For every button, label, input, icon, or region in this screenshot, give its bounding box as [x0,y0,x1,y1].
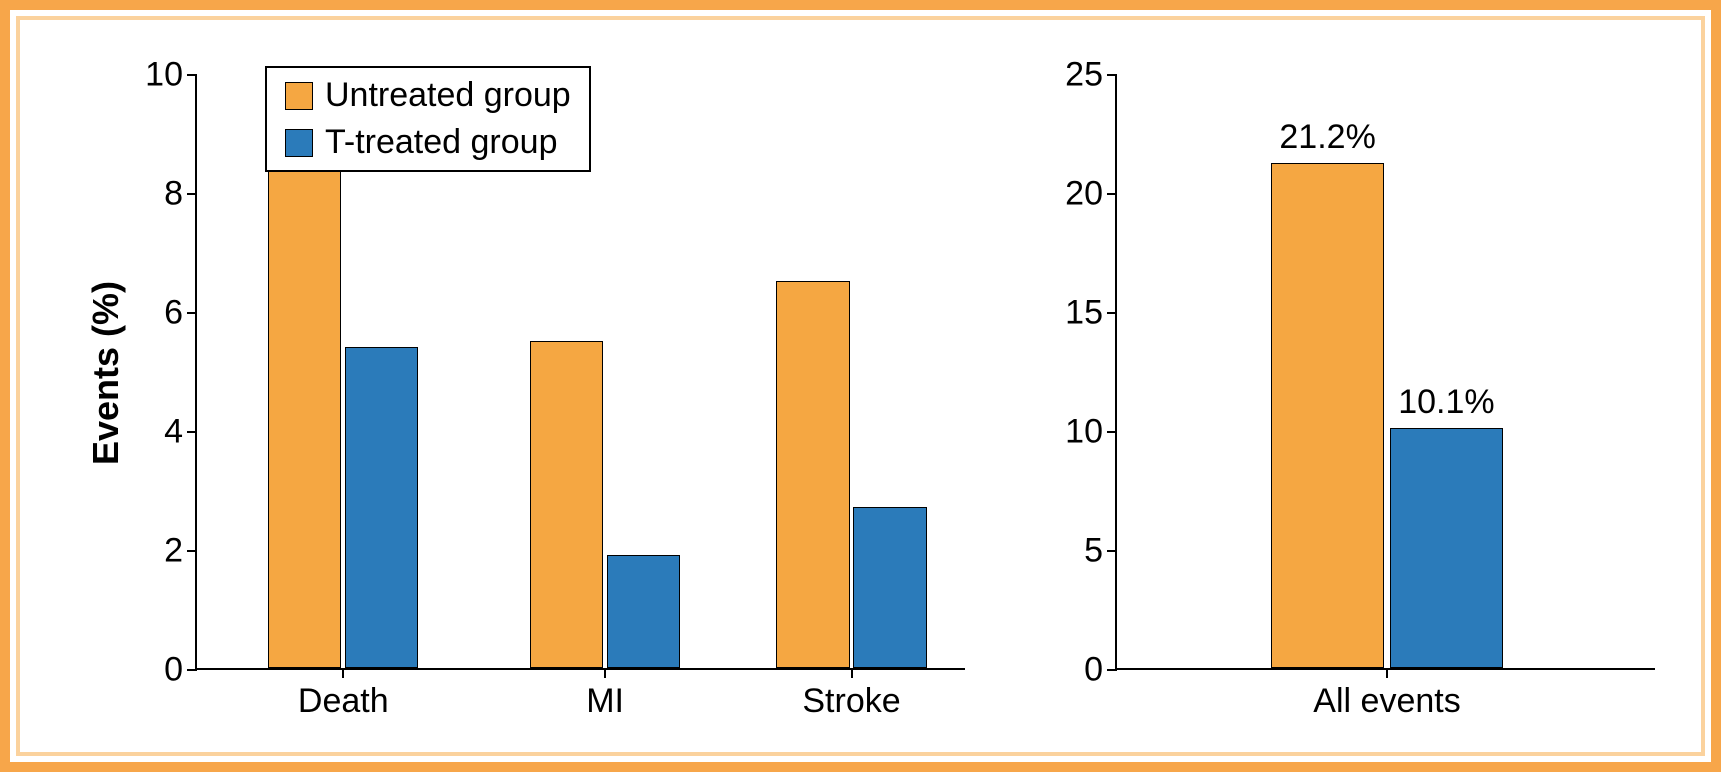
y-tick-label: 20 [1065,175,1117,214]
bar-value-label: 21.2% [1279,118,1375,157]
bar-treated [345,347,418,668]
legend-label: Untreated group [325,76,571,115]
chart-outer-frame: Events (%) 0 2 4 6 8 10 Death MI Stroke 0 5 10 15 20… [0,0,1721,772]
x-tick-label: All events [1313,668,1460,721]
legend-swatch [285,82,313,110]
bar-untreated [776,281,849,668]
bar-untreated [268,127,341,668]
y-tick-label: 5 [1084,532,1117,571]
legend: Untreated group T-treated group [265,66,591,172]
y-tick-label: 4 [164,413,197,452]
y-tick-label: 15 [1065,294,1117,333]
y-tick-label: 6 [164,294,197,333]
bar-treated [607,555,680,668]
y-tick-label: 10 [1065,413,1117,452]
bar-untreated [1271,163,1384,668]
bar-treated [853,507,926,668]
y-tick-label: 2 [164,532,197,571]
chart-canvas: Events (%) 0 2 4 6 8 10 Death MI Stroke 0 5 10 15 20… [20,20,1701,752]
y-tick-label: 25 [1065,56,1117,95]
y-axis-title: Events (%) [85,280,127,464]
y-tick-label: 0 [164,651,197,690]
bar-treated [1390,428,1503,668]
legend-item: Untreated group [285,76,571,115]
legend-swatch [285,129,313,157]
x-tick-label: MI [586,668,624,721]
legend-item: T-treated group [285,123,571,162]
bar-untreated [530,341,603,668]
right-bar-chart: 0510152025All events21.2%10.1% [1115,75,1655,670]
legend-label: T-treated group [325,123,557,162]
x-tick-label: Stroke [802,668,900,721]
y-tick-label: 10 [145,56,197,95]
x-tick-label: Death [298,668,389,721]
y-tick-label: 8 [164,175,197,214]
y-tick-label: 0 [1084,651,1117,690]
bar-value-label: 10.1% [1398,383,1494,422]
